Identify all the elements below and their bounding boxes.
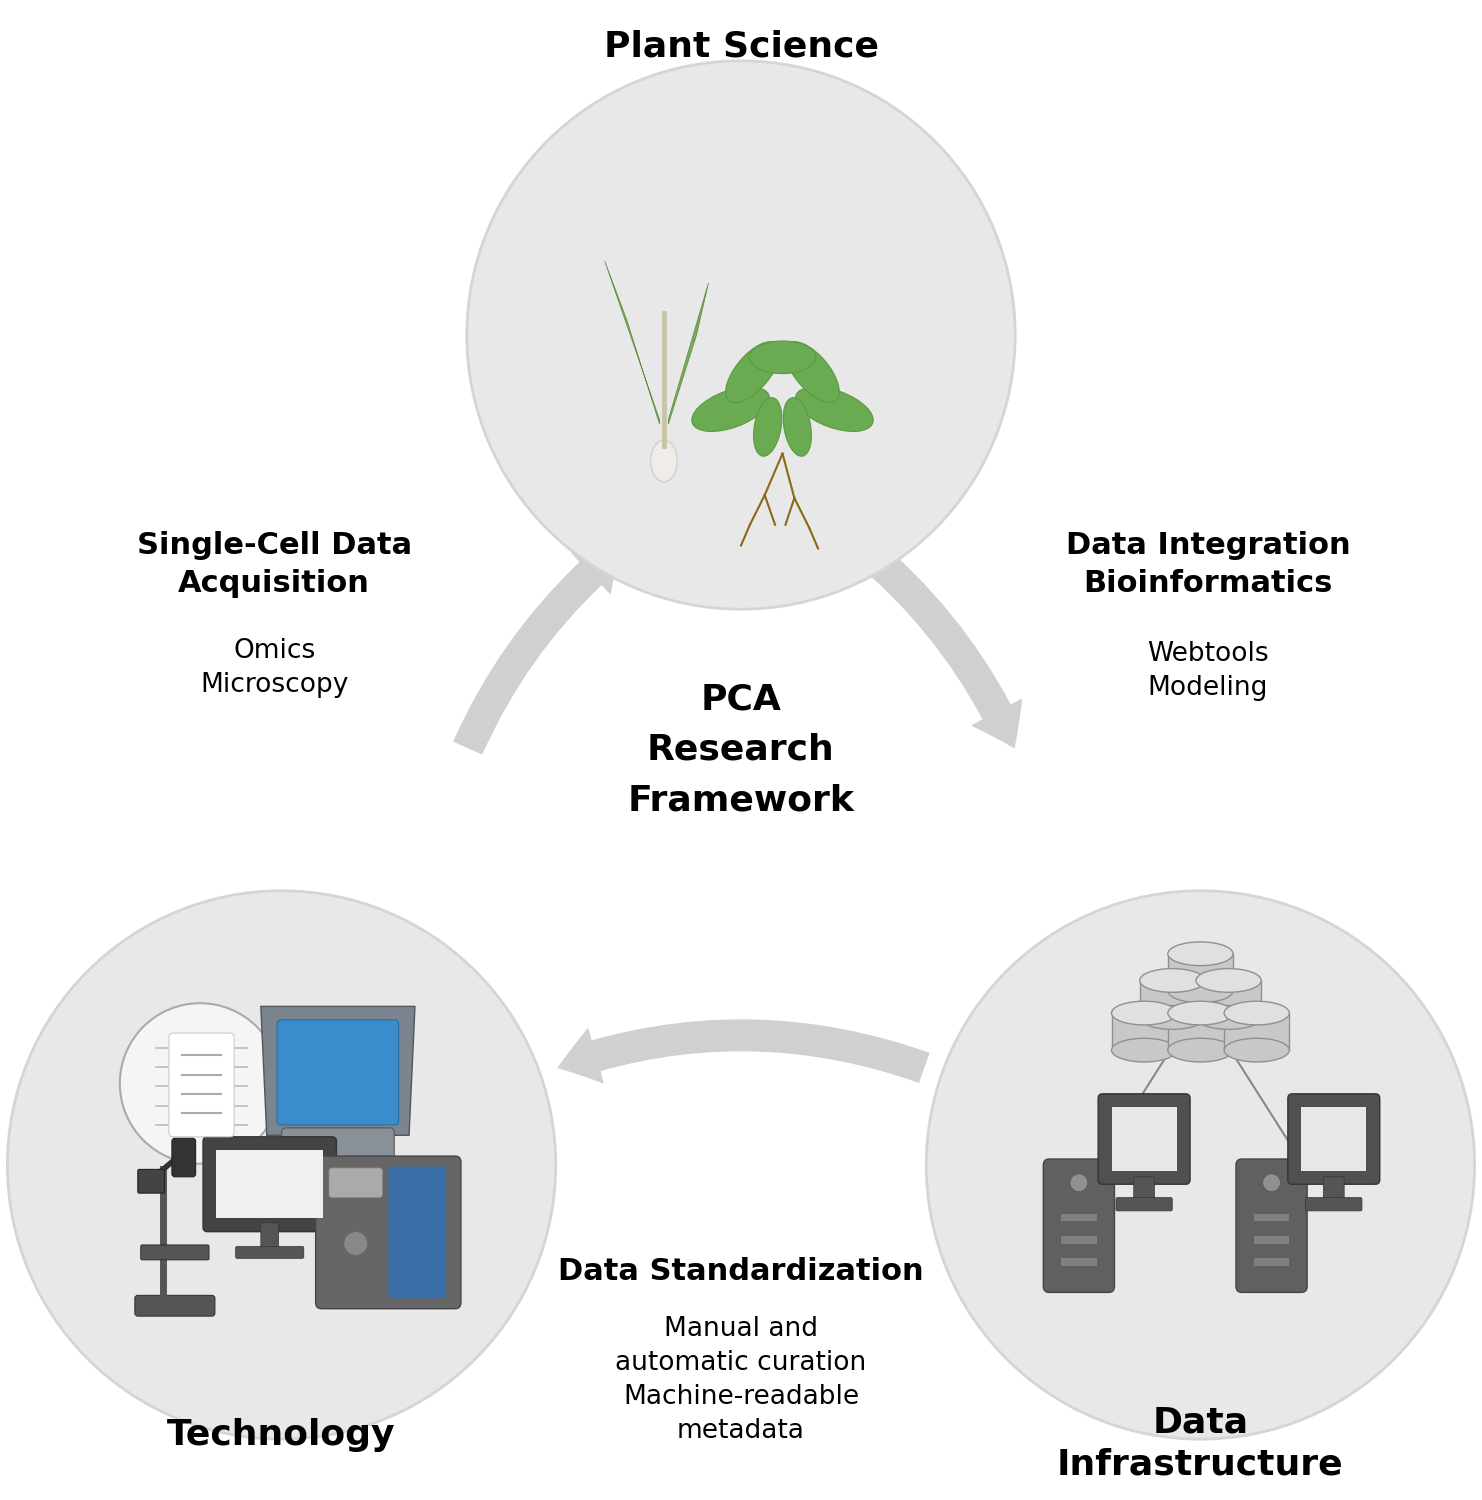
Polygon shape (668, 284, 708, 424)
Ellipse shape (748, 340, 815, 374)
FancyBboxPatch shape (388, 1167, 446, 1299)
Text: Data
Infrastructure: Data Infrastructure (1057, 1406, 1344, 1482)
FancyBboxPatch shape (1098, 1094, 1190, 1184)
Text: Manual and
automatic curation
Machine-readable
metadata: Manual and automatic curation Machine-re… (615, 1316, 867, 1444)
FancyBboxPatch shape (1061, 1258, 1097, 1266)
FancyBboxPatch shape (277, 1020, 399, 1125)
FancyBboxPatch shape (1134, 1178, 1154, 1203)
Text: Data Standardization: Data Standardization (559, 1257, 923, 1286)
Ellipse shape (1168, 980, 1233, 1002)
FancyBboxPatch shape (135, 1296, 215, 1316)
Circle shape (120, 1004, 280, 1164)
FancyBboxPatch shape (1224, 1013, 1289, 1050)
Text: Plant Science: Plant Science (603, 28, 879, 63)
Circle shape (926, 891, 1475, 1438)
FancyBboxPatch shape (1288, 1094, 1380, 1184)
FancyBboxPatch shape (1116, 1197, 1172, 1210)
Ellipse shape (1196, 1005, 1261, 1029)
Ellipse shape (796, 387, 873, 432)
FancyBboxPatch shape (203, 1137, 336, 1232)
FancyBboxPatch shape (1168, 954, 1233, 992)
Ellipse shape (1140, 1005, 1205, 1029)
FancyBboxPatch shape (1061, 1236, 1097, 1244)
Text: Technology: Technology (167, 1418, 396, 1452)
FancyBboxPatch shape (172, 1138, 196, 1178)
FancyBboxPatch shape (141, 1245, 209, 1260)
FancyBboxPatch shape (1306, 1197, 1362, 1210)
Ellipse shape (785, 342, 839, 402)
FancyBboxPatch shape (1301, 1107, 1366, 1172)
Circle shape (467, 62, 1015, 609)
FancyBboxPatch shape (1043, 1160, 1114, 1293)
FancyBboxPatch shape (169, 1034, 234, 1137)
Ellipse shape (753, 398, 782, 456)
Text: Webtools
Modeling: Webtools Modeling (1147, 642, 1269, 702)
Circle shape (7, 891, 556, 1438)
FancyBboxPatch shape (329, 1168, 382, 1197)
FancyBboxPatch shape (282, 1128, 394, 1164)
FancyBboxPatch shape (138, 1170, 165, 1192)
Text: Omics
Microscopy: Omics Microscopy (200, 639, 348, 699)
FancyBboxPatch shape (1168, 1013, 1233, 1050)
Ellipse shape (1140, 969, 1205, 993)
FancyBboxPatch shape (1140, 981, 1205, 1017)
FancyBboxPatch shape (261, 1222, 279, 1252)
Ellipse shape (782, 398, 812, 456)
FancyArrowPatch shape (559, 1020, 929, 1083)
Polygon shape (605, 261, 659, 424)
Text: PCA
Research
Framework: PCA Research Framework (627, 682, 855, 818)
FancyBboxPatch shape (1112, 1107, 1177, 1172)
Ellipse shape (1112, 1038, 1177, 1062)
Ellipse shape (651, 441, 677, 482)
Text: Data Integration
Bioinformatics: Data Integration Bioinformatics (1066, 531, 1350, 598)
FancyBboxPatch shape (216, 1150, 323, 1218)
FancyBboxPatch shape (1323, 1178, 1344, 1203)
Ellipse shape (1224, 1000, 1289, 1024)
FancyBboxPatch shape (316, 1156, 461, 1308)
Ellipse shape (1224, 1038, 1289, 1062)
FancyBboxPatch shape (1196, 981, 1261, 1017)
FancyArrowPatch shape (852, 536, 1021, 747)
Ellipse shape (1168, 942, 1233, 966)
FancyBboxPatch shape (236, 1246, 304, 1258)
FancyBboxPatch shape (1112, 1013, 1177, 1050)
Circle shape (1070, 1174, 1088, 1191)
Ellipse shape (692, 387, 769, 432)
FancyBboxPatch shape (1236, 1160, 1307, 1293)
Circle shape (344, 1232, 368, 1256)
FancyBboxPatch shape (1254, 1258, 1289, 1266)
Ellipse shape (1168, 1038, 1233, 1062)
FancyBboxPatch shape (1254, 1236, 1289, 1244)
Polygon shape (261, 1007, 415, 1136)
Circle shape (1263, 1174, 1280, 1191)
FancyBboxPatch shape (1254, 1214, 1289, 1221)
Ellipse shape (1112, 1000, 1177, 1024)
Ellipse shape (1168, 1000, 1233, 1024)
Ellipse shape (726, 342, 780, 402)
Ellipse shape (1196, 969, 1261, 993)
FancyArrowPatch shape (453, 548, 621, 753)
Text: Single-Cell Data
Acquisition: Single-Cell Data Acquisition (136, 531, 412, 598)
FancyBboxPatch shape (1061, 1214, 1097, 1221)
